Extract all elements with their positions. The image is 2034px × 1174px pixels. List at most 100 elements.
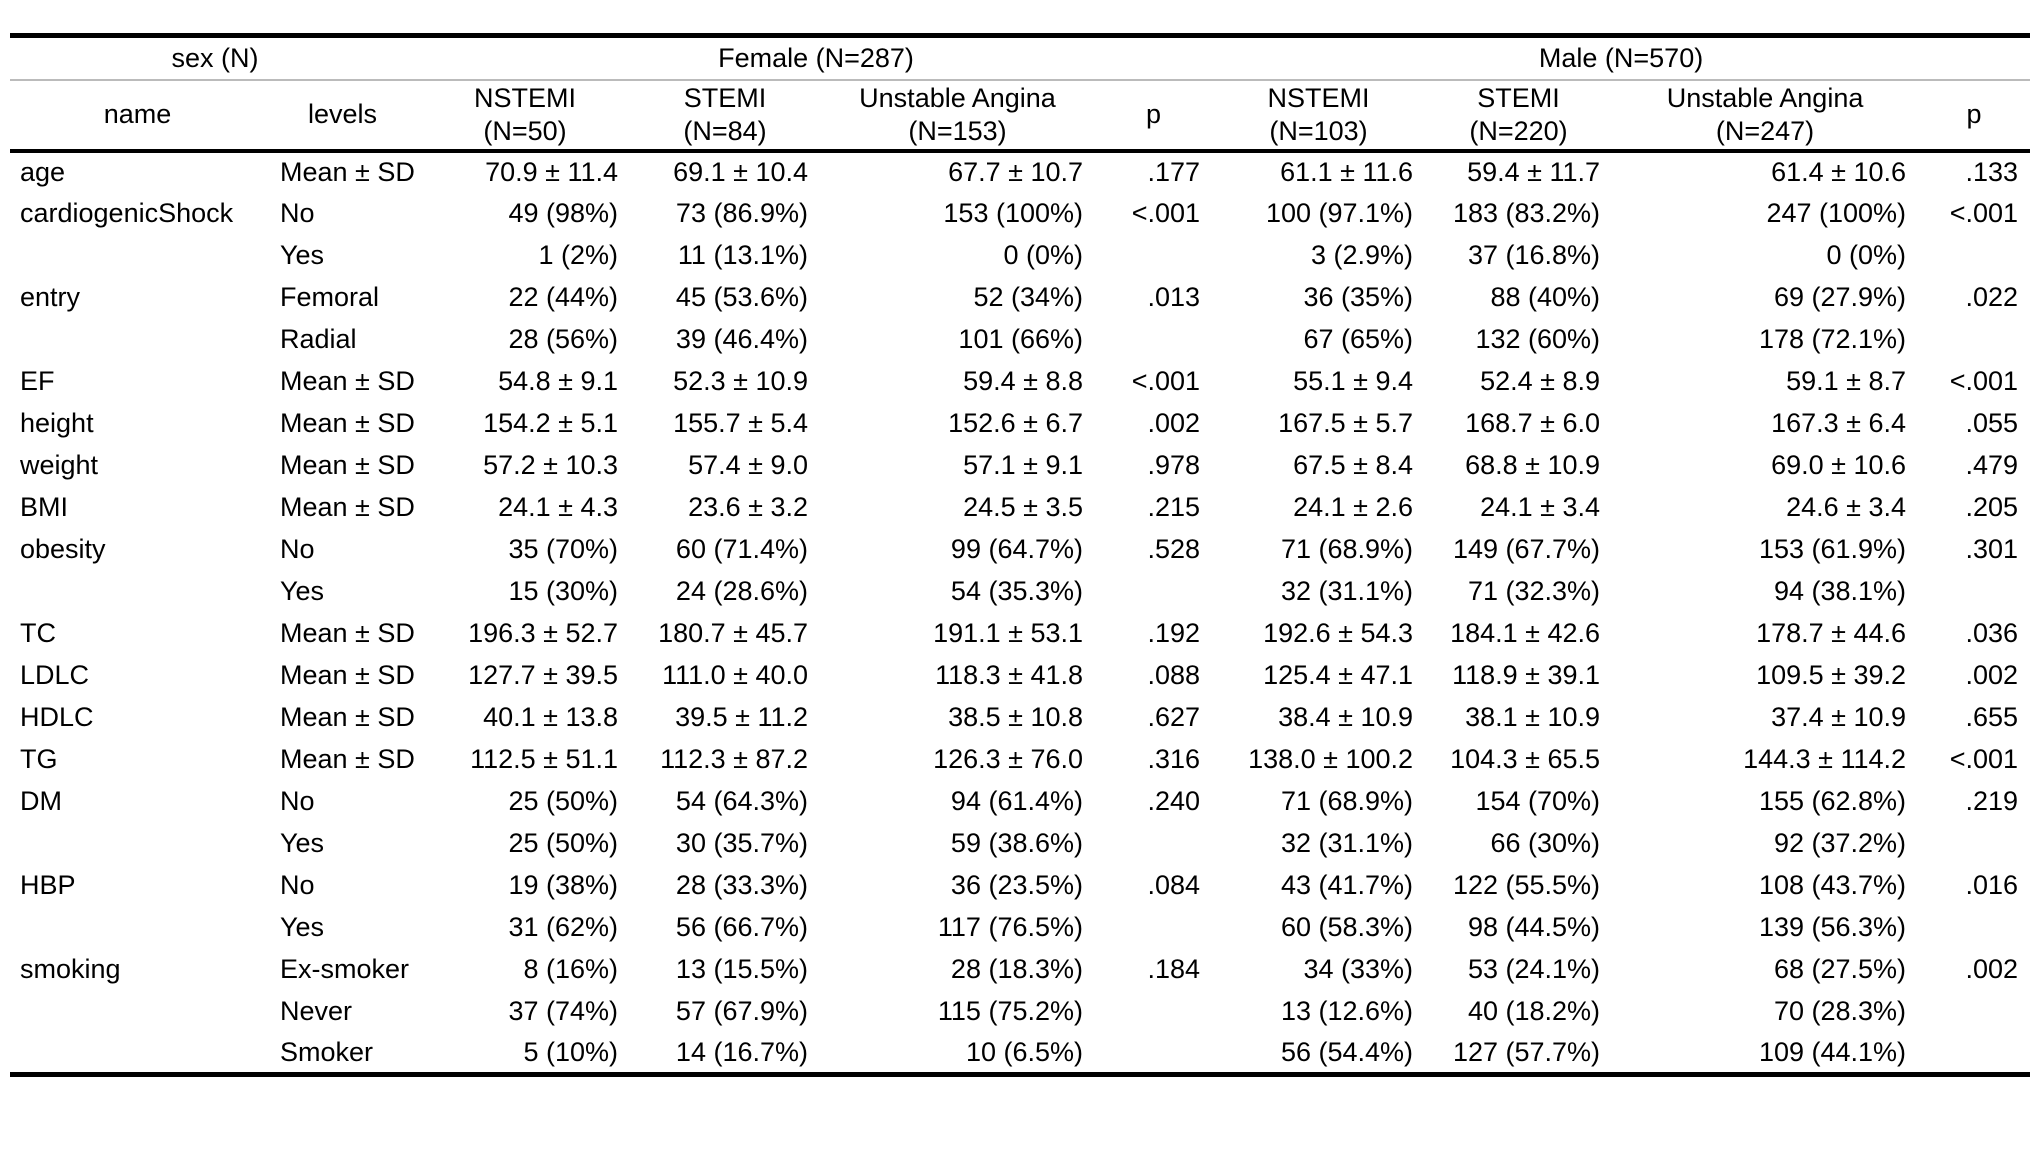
table-cell: 88 (40%) [1490, 282, 1601, 312]
table-row: HBP No 19 (38%) 28 (33.3%) 36 (23.5%) .084 43 … [10, 865, 2030, 907]
table-row: Yes 15 (30%) 24 (28.6%) 54 (35.3%) 32 (31.1%… [10, 571, 2030, 613]
table-cell: .022 [1965, 282, 2019, 312]
table-cell: 37 (74%) [508, 996, 618, 1026]
table-cell: 15 (30%) [508, 576, 618, 606]
table-cell: Ex-smoker [280, 954, 410, 984]
table-cell: 11 (13.1%) [677, 240, 808, 270]
table-cell: 28 (18.3%) [950, 954, 1083, 984]
table-cell: 32 (31.1%) [1280, 576, 1414, 606]
table-cell: 60 (71.4%) [675, 534, 808, 564]
col-header-male-stemi: STEMI (N=220) [1425, 80, 1612, 151]
table-row: HDLC Mean ± SD 40.1 ± 13.8 39.5 ± 11.2 38.5 … [10, 697, 2030, 739]
table-cell: Mean ± SD [280, 450, 415, 480]
table-cell: 67 (65%) [1303, 324, 1414, 354]
table-cell: 191.1 ± 53.1 [933, 618, 1083, 648]
table-cell: 3 (2.9%) [1310, 240, 1414, 270]
table-cell: 39 (46.4%) [675, 324, 808, 354]
table-cell: 94 (38.1%) [1773, 576, 1907, 606]
table-cell: Mean ± SD [280, 492, 415, 522]
col-header-label: STEMI [683, 82, 767, 113]
table-cell: 53 (24.1%) [1467, 954, 1601, 984]
table-cell: 24.5 ± 3.5 [963, 492, 1083, 522]
table-cell: 57.1 ± 9.1 [963, 450, 1083, 480]
table-cell: 38.1 ± 10.9 [1465, 702, 1601, 732]
table-cell: 125.4 ± 47.1 [1263, 660, 1414, 690]
table-cell: 100 (97.1%) [1265, 198, 1414, 228]
table-cell: 127.7 ± 39.5 [468, 660, 618, 690]
table-cell: 99 (64.7%) [950, 534, 1083, 564]
table-cell: 167.5 ± 5.7 [1278, 408, 1414, 438]
table-cell: 153 (100%) [943, 198, 1083, 228]
table-row: age Mean ± SD 70.9 ± 11.4 69.1 ± 10.4 67.7 ±… [10, 151, 2030, 193]
table-cell [1095, 991, 1212, 1033]
table-cell: 68 (27.5%) [1773, 954, 1907, 984]
table-cell: 70.9 ± 11.4 [485, 157, 618, 187]
table-cell: 34 (33%) [1303, 954, 1414, 984]
table-cell: No [280, 870, 315, 900]
table-cell: height [20, 408, 94, 438]
table-cell: .655 [1965, 702, 2019, 732]
table-row: entry Femoral 22 (44%) 45 (53.6%) 52 (34%) .0… [10, 277, 2030, 319]
table-cell: 109 (44.1%) [1758, 1036, 1907, 1067]
col-header-sub: (N=84) [683, 115, 767, 146]
table-cell: 0 (0%) [1826, 240, 1907, 270]
table-cell: 52 (34%) [973, 282, 1083, 312]
table-cell: 40 (18.2%) [1467, 996, 1601, 1026]
table-cell: Radial [280, 324, 357, 354]
table-cell: 19 (38%) [508, 870, 618, 900]
table-cell: .215 [1147, 492, 1201, 522]
table-cell: 67.7 ± 10.7 [948, 157, 1083, 187]
table-cell: Yes [280, 576, 325, 606]
table-cell: 178.7 ± 44.6 [1756, 618, 1907, 648]
table-row: Radial 28 (56%) 39 (46.4%) 101 (66%) 67 (65%… [10, 319, 2030, 361]
col-header-label: NSTEMI [473, 82, 576, 113]
table-cell: 22 (44%) [508, 282, 618, 312]
col-header-label: NSTEMI [1267, 82, 1370, 113]
table-cell: 139 (56.3%) [1758, 912, 1907, 942]
col-header-label: STEMI [1477, 82, 1560, 113]
table-cell: 66 (30%) [1490, 828, 1601, 858]
table-cell: 152.6 ± 6.7 [948, 408, 1083, 438]
table-row: Yes 1 (2%) 11 (13.1%) 0 (0%) 3 (2.9%) 37 (16.… [10, 235, 2030, 277]
table-cell: 111.0 ± 40.0 [662, 660, 808, 690]
table-cell: 24.1 ± 2.6 [1293, 492, 1414, 522]
table-cell: 184.1 ± 42.6 [1450, 618, 1601, 648]
table-cell: 35 (70%) [508, 534, 618, 564]
table-cell: Mean ± SD [280, 702, 415, 732]
table-cell: 39.5 ± 11.2 [675, 702, 808, 732]
col-header-label: Unstable Angina [1666, 82, 1864, 113]
table-cell: 59.1 ± 8.7 [1786, 366, 1907, 396]
table-cell: weight [20, 450, 99, 480]
table-cell: Yes [280, 912, 325, 942]
column-header-row: name levels NSTEMI (N=50) STEMI (N=84) Uns… [10, 80, 2031, 151]
table-cell: .133 [1965, 157, 2019, 187]
table-cell: .002 [1147, 408, 1201, 438]
table-cell: 69 (27.9%) [1773, 282, 1907, 312]
col-header-male-p: p [1918, 80, 2030, 151]
table-cell: 59 (38.6%) [950, 828, 1083, 858]
table-cell [10, 1033, 265, 1075]
table-cell: 31 (62%) [508, 912, 618, 942]
table-cell: <.001 [1131, 366, 1201, 396]
col-header-sub: (N=220) [1469, 115, 1568, 146]
table-cell: 122 (55.5%) [1452, 870, 1601, 900]
table-cell [1095, 823, 1212, 865]
table-cell: 28 (56%) [508, 324, 618, 354]
table-row: height Mean ± SD 154.2 ± 5.1 155.7 ± 5.4 152… [10, 403, 2030, 445]
table-row: Smoker 5 (10%) 14 (16.7%) 10 (6.5%) 56 (54.4… [10, 1033, 2030, 1075]
table-cell: 92 (37.2%) [1773, 828, 1907, 858]
table-cell: .528 [1147, 534, 1201, 564]
table-cell: .978 [1147, 450, 1201, 480]
table-cell: 10 (6.5%) [965, 1036, 1083, 1067]
table-cell: Mean ± SD [280, 408, 415, 438]
col-header-sub: (N=153) [908, 115, 1007, 146]
table-cell: .240 [1147, 786, 1201, 816]
col-header-label: name [103, 99, 172, 129]
table-row: smoking Ex-smoker 8 (16%) 13 (15.5%) 28 (18.… [10, 949, 2030, 991]
table-cell: 45 (53.6%) [675, 282, 808, 312]
table-cell: 115 (75.2%) [937, 996, 1083, 1026]
table-cell [1918, 571, 2030, 613]
group-header-sex: sex (N) [171, 42, 259, 73]
table-cell: 8 (16%) [523, 954, 618, 984]
table-row: BMI Mean ± SD 24.1 ± 4.3 23.6 ± 3.2 24.5 ± 3… [10, 487, 2030, 529]
